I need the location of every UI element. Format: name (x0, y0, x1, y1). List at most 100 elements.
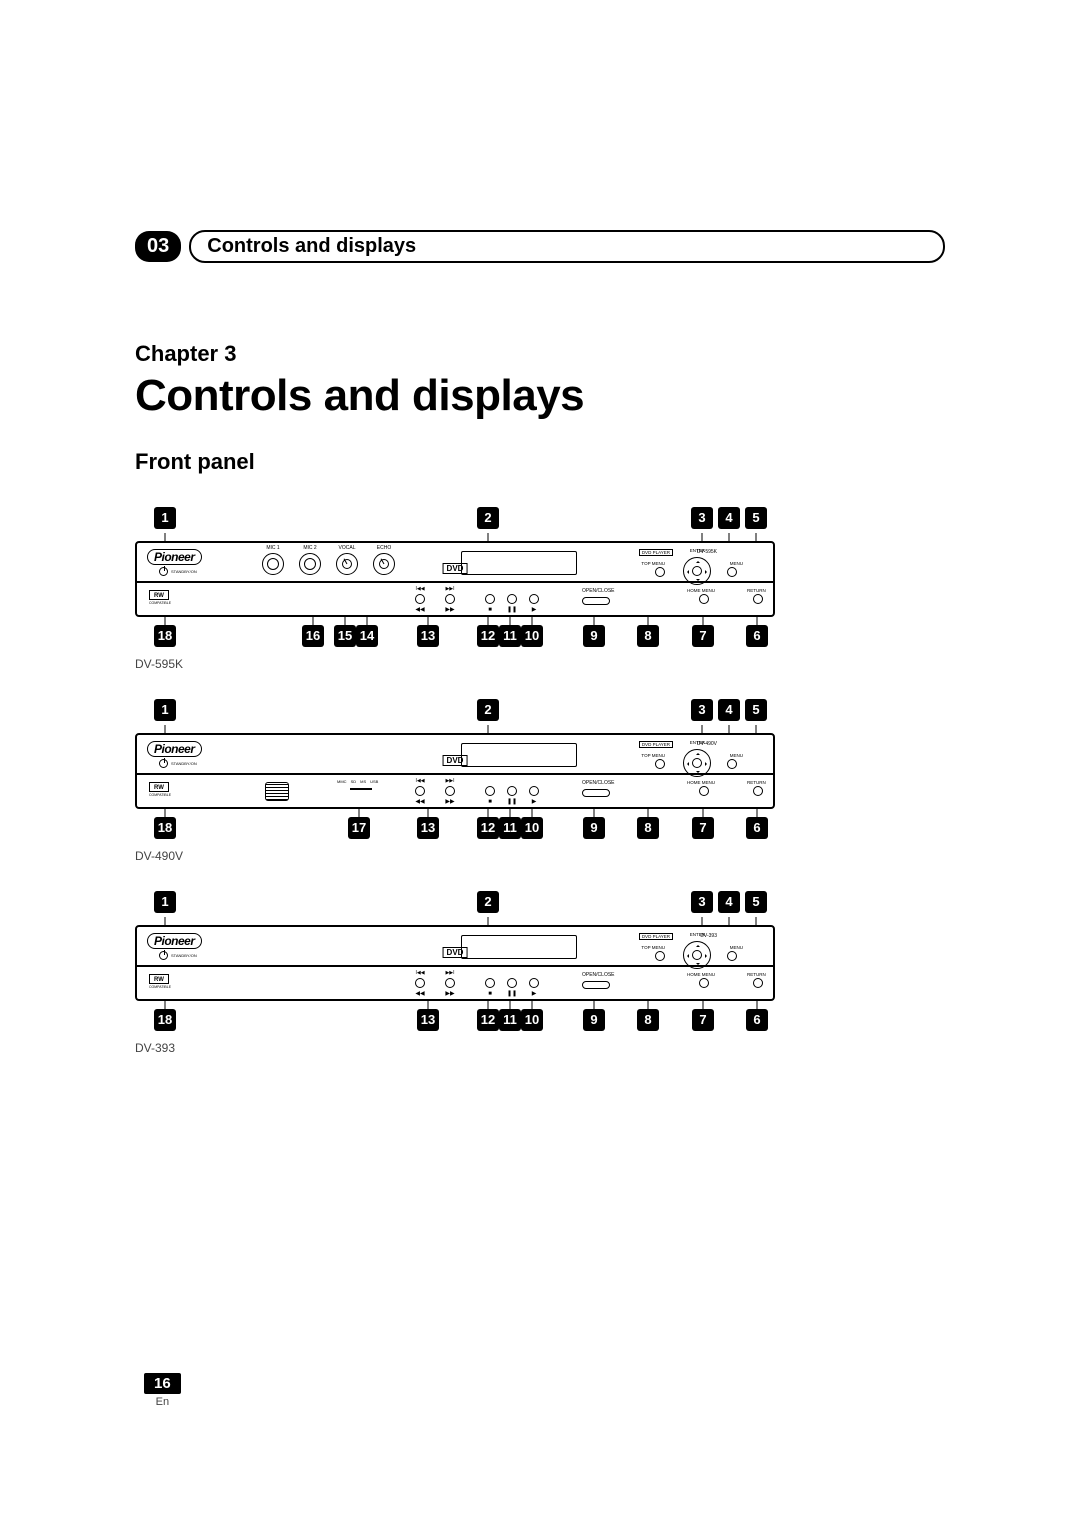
callout-number: 4 (718, 891, 740, 913)
play-button-symbol-icon: ▶ (532, 991, 537, 997)
standby-label: STANDBY/ON (171, 953, 197, 958)
rev-button-symbol-icon: ◀◀ (415, 607, 424, 613)
page-language: En (144, 1396, 181, 1408)
top-menu-button (655, 951, 665, 961)
section-front-panel: Front panel (135, 449, 945, 475)
callout-number: 8 (637, 1009, 659, 1031)
leader-line (165, 617, 166, 625)
open-close-button (582, 597, 610, 605)
display-window (461, 743, 577, 767)
top-callout-row: 12345 (135, 507, 775, 533)
device-lower: RWCOMPATIBLEMMCSDMSUSBI◀◀◀◀▶▶I▶▶■❚❚▶OPEN… (137, 774, 773, 807)
mic2-label: MIC 2 (303, 545, 316, 551)
top-menu-button (655, 759, 665, 769)
leader-row (135, 1001, 775, 1009)
callout-number: 6 (746, 1009, 768, 1031)
pause-button (507, 786, 517, 796)
callout-number: 13 (417, 625, 439, 647)
dvd-player-label: DVD PLAYER (639, 741, 673, 748)
menu-button (727, 951, 737, 961)
device-upper: PioneerSTANDBY/ONDVDDVD PLAYERDV-490VTOP… (137, 735, 773, 773)
leader-line (703, 617, 704, 625)
leader-line (702, 533, 703, 541)
brand-logo: Pioneer (147, 549, 202, 565)
stop-button-symbol-icon: ■ (488, 799, 492, 805)
leader-line (510, 617, 511, 625)
fwd-button-symbol-icon: ▶▶ (445, 607, 454, 613)
pause-button-symbol-icon: ❚❚ (507, 607, 517, 613)
leader-line (488, 533, 489, 541)
callout-number: 16 (302, 625, 324, 647)
bottom-callout-row: 18161514131211109876 (135, 625, 775, 651)
play-button (529, 978, 539, 988)
stop-button (485, 978, 495, 988)
rw-logo-icon: RW (149, 974, 169, 984)
callout-number: 12 (477, 1009, 499, 1031)
mic1-label: MIC 1 (266, 545, 279, 551)
power-icon (159, 759, 168, 768)
stop-button (485, 786, 495, 796)
open-close-label: OPEN/CLOSE (582, 780, 615, 786)
leader-line (532, 809, 533, 817)
home-menu-button (699, 786, 709, 796)
leader-line (345, 617, 346, 625)
callout-number: 18 (154, 625, 176, 647)
display-window (461, 935, 577, 959)
callout-number: 3 (691, 699, 713, 721)
standby-indicator: STANDBY/ON (159, 951, 197, 960)
leader-line (165, 917, 166, 925)
top-menu-label: TOP MENU (641, 753, 665, 758)
right-arrow-icon (705, 762, 709, 766)
open-close-button (582, 981, 610, 989)
card-labels: MMCSDMSUSB (337, 779, 378, 784)
callout-number: 9 (583, 817, 605, 839)
power-icon (159, 567, 168, 576)
model-caption: DV-595K (135, 657, 775, 671)
device-lower: RWCOMPATIBLEI◀◀◀◀▶▶I▶▶■❚❚▶OPEN/CLOSEHOME… (137, 582, 773, 615)
callout-number: 2 (477, 891, 499, 913)
fwd-button-symbol-icon: ▶▶ (445, 991, 454, 997)
leader-line (165, 809, 166, 817)
rw-logo-icon: RW (149, 590, 169, 600)
compatible-label: COMPATIBLE (149, 601, 171, 605)
enter-label: ENTER (690, 932, 705, 937)
rev-button (415, 786, 425, 796)
callout-number: 18 (154, 817, 176, 839)
callout-number: 11 (499, 817, 521, 839)
standby-indicator: STANDBY/ON (159, 567, 197, 576)
leader-line (702, 725, 703, 733)
rev-button-label: I◀◀ (415, 778, 424, 784)
right-arrow-icon (705, 570, 709, 574)
leader-line (488, 1001, 489, 1009)
callout-number: 4 (718, 507, 740, 529)
fwd-button-symbol-icon: ▶▶ (445, 799, 454, 805)
callout-number: 10 (521, 625, 543, 647)
callout-number: 10 (521, 1009, 543, 1031)
left-arrow-icon (685, 762, 689, 766)
device-upper: PioneerSTANDBY/ONDVDDVD PLAYERDV-393TOP … (137, 927, 773, 965)
leader-line (703, 809, 704, 817)
leader-line (756, 725, 757, 733)
home-menu-label: HOME MENU (687, 780, 715, 785)
callout-number: 7 (692, 1009, 714, 1031)
fwd-button (445, 978, 455, 988)
return-label: RETURN (747, 972, 766, 977)
card-slot (350, 788, 372, 790)
leader-line (428, 617, 429, 625)
fwd-button (445, 786, 455, 796)
play-button-symbol-icon: ▶ (532, 607, 537, 613)
standby-indicator: STANDBY/ON (159, 759, 197, 768)
compatible-label: COMPATIBLE (149, 793, 171, 797)
callout-number: 6 (746, 817, 768, 839)
callout-number: 5 (745, 891, 767, 913)
open-close-label: OPEN/CLOSE (582, 588, 615, 594)
device-panel: 12345PioneerSTANDBY/ONMIC 1MIC 2VOCALECH… (135, 507, 775, 671)
open-close-label: OPEN/CLOSE (582, 972, 615, 978)
callout-number: 5 (745, 507, 767, 529)
leader-line (648, 1001, 649, 1009)
leader-line (757, 617, 758, 625)
dvd-player-label: DVD PLAYER (639, 549, 673, 556)
page-header: 03 Controls and displays (135, 230, 945, 263)
leader-line (428, 1001, 429, 1009)
pause-button-symbol-icon: ❚❚ (507, 799, 517, 805)
